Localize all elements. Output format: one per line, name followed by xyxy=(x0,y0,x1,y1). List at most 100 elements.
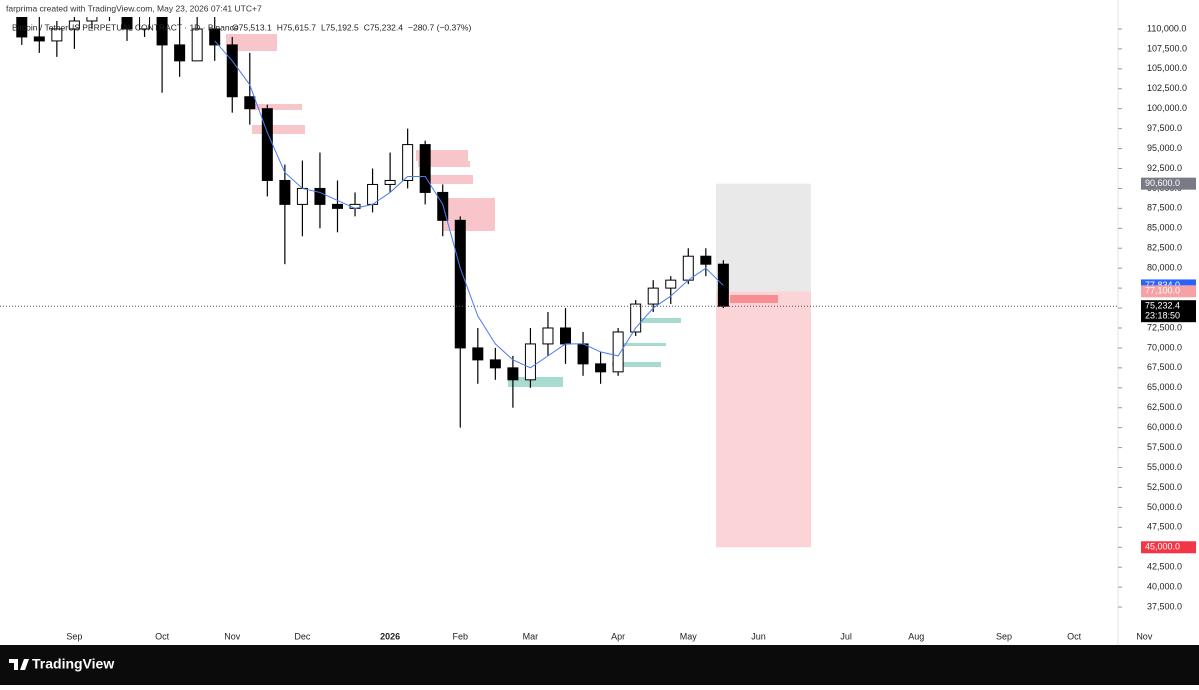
x-tick-label: Jul xyxy=(840,631,852,641)
candle-body xyxy=(86,17,98,22)
candle-body xyxy=(402,144,414,181)
candle-body xyxy=(244,96,256,110)
x-tick-label: Sep xyxy=(996,631,1012,641)
candle-body xyxy=(682,255,694,281)
candle-body xyxy=(489,359,501,369)
candle-body xyxy=(542,327,554,345)
candle-body xyxy=(524,343,536,381)
x-tick-label: Oct xyxy=(1067,631,1082,641)
candle-body xyxy=(156,17,168,46)
plot xyxy=(16,17,811,548)
y-tick-label: 107,500.0 xyxy=(1147,43,1187,53)
y-tick-label: 85,000.0 xyxy=(1147,223,1182,233)
candle-body xyxy=(121,17,133,30)
credit: farprima created with TradingView.com, M… xyxy=(6,3,262,13)
x-tick-label: May xyxy=(680,631,698,641)
candle-body xyxy=(595,363,607,373)
zone xyxy=(631,318,681,323)
price-tag xyxy=(1141,285,1196,298)
x-tick-label: Apr xyxy=(611,631,625,641)
y-tick-label: 37,500.0 xyxy=(1147,601,1182,611)
zone xyxy=(621,343,666,346)
stop-zone xyxy=(716,183,811,292)
y-tick-label: 60,000.0 xyxy=(1147,422,1182,432)
price-tag xyxy=(1141,177,1196,190)
symbol: Bitcoin / TetherUS PERPETUAL CONTRACT · … xyxy=(12,22,239,32)
y-tick-label: 87,500.0 xyxy=(1147,203,1182,213)
price-tag-label: 45,000.0 xyxy=(1145,542,1180,552)
target-zone xyxy=(716,291,811,548)
price-tag xyxy=(1141,541,1196,554)
candle-body xyxy=(384,179,396,185)
zone xyxy=(418,161,470,167)
x-tick-label: Jun xyxy=(751,631,766,641)
x-tick-label: Sep xyxy=(66,631,82,641)
symbol-legend: Bitcoin / TetherUS PERPETUAL CONTRACT · … xyxy=(12,22,471,32)
brand: TradingView xyxy=(32,656,114,672)
x-tick-label: Dec xyxy=(294,631,311,641)
y-tick-label: 70,000.0 xyxy=(1147,342,1182,352)
x-tick-label: Oct xyxy=(155,631,170,641)
candle-body xyxy=(191,28,203,62)
y-tick-label: 40,000.0 xyxy=(1147,582,1182,592)
ohlc-value: −280.7 (−0.37%) xyxy=(408,22,471,32)
footer xyxy=(0,645,1199,685)
zone xyxy=(730,295,778,303)
y-tick-label: 65,000.0 xyxy=(1147,382,1182,392)
candle-body xyxy=(331,203,343,209)
y-tick-label: 95,000.0 xyxy=(1147,143,1182,153)
y-tick-label: 42,500.0 xyxy=(1147,562,1182,572)
candle-body xyxy=(700,255,712,265)
zone xyxy=(421,175,473,184)
price-tag-label: 77,100.0 xyxy=(1145,286,1180,296)
x-tick-label: Nov xyxy=(224,631,241,641)
price-tag-label: 75,232.4 xyxy=(1145,301,1180,311)
candle-body xyxy=(472,347,484,361)
zone xyxy=(443,198,495,231)
candle-body xyxy=(51,28,63,42)
countdown: 23:18:50 xyxy=(1145,311,1180,321)
y-tick-label: 82,500.0 xyxy=(1147,243,1182,253)
y-tick-label: 50,000.0 xyxy=(1147,502,1182,512)
candle-body xyxy=(16,17,28,38)
y-tick-label: 52,500.0 xyxy=(1147,482,1182,492)
y-tick-label: 80,000.0 xyxy=(1147,263,1182,273)
y-tick-label: 67,500.0 xyxy=(1147,362,1182,372)
candle-body xyxy=(647,287,659,305)
candle-body xyxy=(139,17,151,30)
logo-icon xyxy=(9,659,29,670)
price-tag xyxy=(1141,300,1196,323)
order-blocks xyxy=(226,34,778,303)
price-tag-label: 77,834.0 xyxy=(1145,280,1180,290)
ohlc-value: O75,513.1 xyxy=(232,22,272,32)
candle-body xyxy=(33,36,45,42)
candle-body xyxy=(261,108,273,181)
price-tag-label: 90,600.0 xyxy=(1145,178,1180,188)
candle-body xyxy=(630,303,642,333)
y-tick-label: 47,500.0 xyxy=(1147,522,1182,532)
y-tick-label: 105,000.0 xyxy=(1147,63,1187,73)
y-tick-label: 92,500.0 xyxy=(1147,163,1182,173)
background xyxy=(0,0,1199,645)
x-tick-label: Feb xyxy=(453,631,469,641)
x-tick-label: Nov xyxy=(1136,631,1153,641)
ohlc-value: C75,232.4 xyxy=(364,22,403,32)
zone xyxy=(250,104,302,110)
candle-body xyxy=(560,327,572,345)
zone xyxy=(416,150,468,161)
zone xyxy=(612,362,661,367)
candle-body xyxy=(612,331,624,373)
zone xyxy=(226,34,277,51)
y-tick-label: 55,000.0 xyxy=(1147,462,1182,472)
candle-body xyxy=(577,343,589,365)
ohlc-value: H75,615.7 xyxy=(277,22,316,32)
y-tick-label: 72,500.0 xyxy=(1147,322,1182,332)
y-tick-label: 100,000.0 xyxy=(1147,103,1187,113)
candle-body xyxy=(226,44,238,98)
x-tick-label: Aug xyxy=(908,631,924,641)
y-tick-label: 62,500.0 xyxy=(1147,402,1182,412)
candle-body xyxy=(279,179,291,205)
x-tick-label: 2026 xyxy=(380,631,400,641)
candle-body xyxy=(665,279,677,289)
